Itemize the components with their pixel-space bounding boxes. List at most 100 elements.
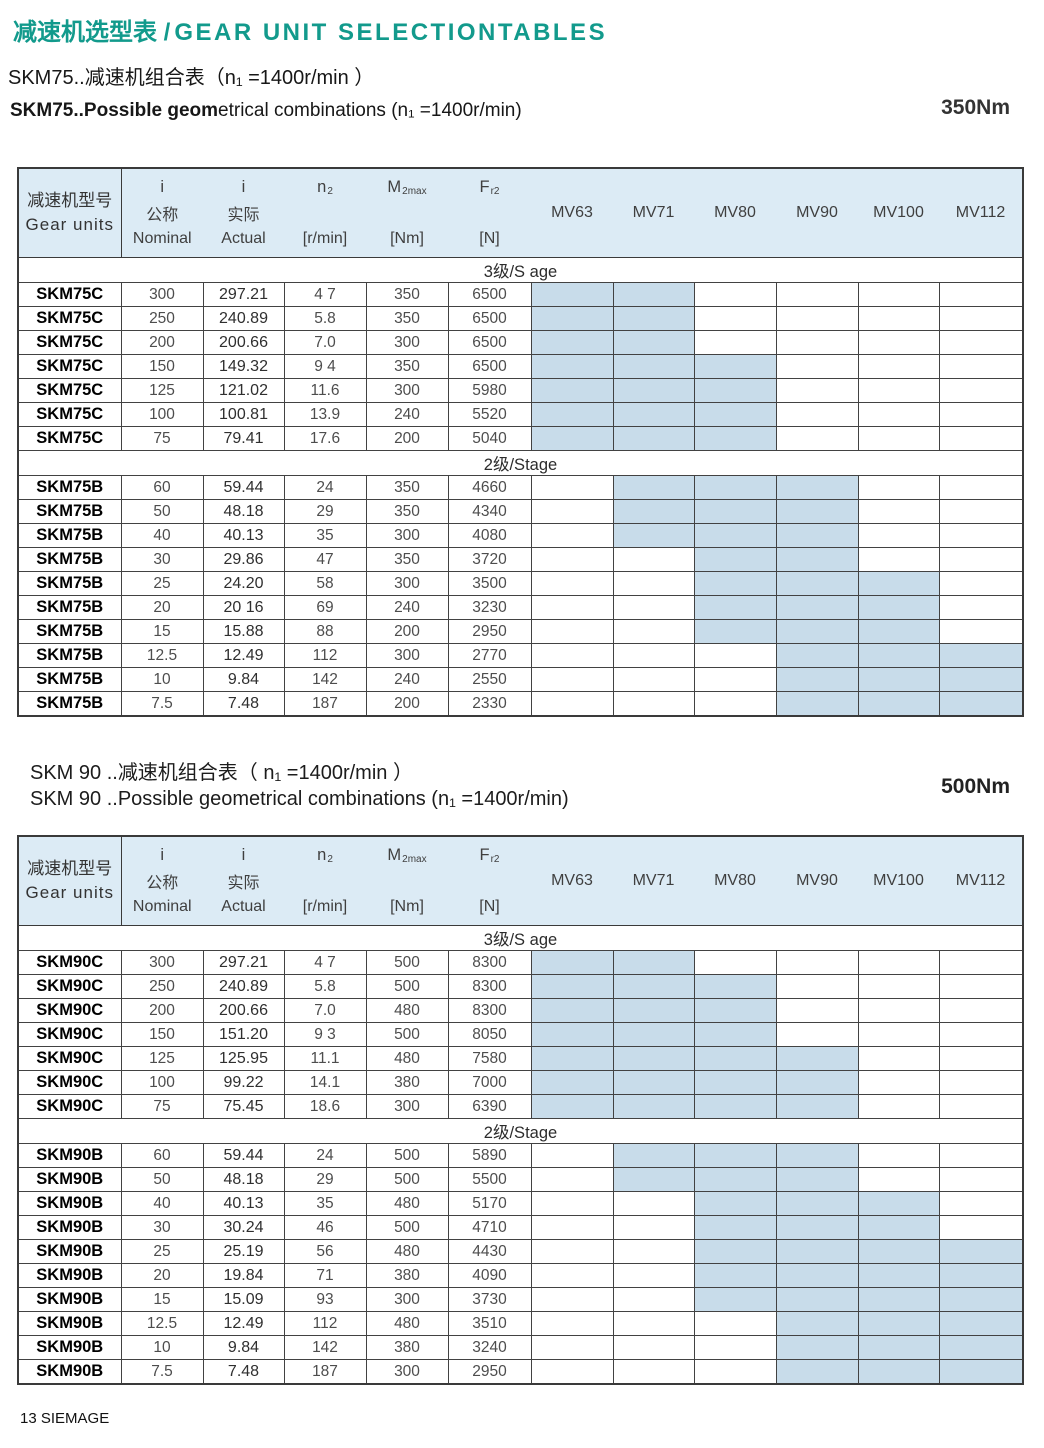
model-cell: SKM90C: [17, 1046, 122, 1071]
table-row: SKM90B 20 19.84 71 380 4090: [17, 1263, 1024, 1288]
n2-cell: 13.9: [283, 402, 367, 427]
mv-combination-cell: [857, 426, 940, 451]
m2max-cell: 300: [365, 1359, 449, 1385]
fr2-cell: 8300: [447, 998, 532, 1023]
m2max-cell: 240: [365, 667, 449, 692]
mv-combination-cell: [938, 1022, 1024, 1047]
n2-cell: 187: [283, 691, 367, 717]
model-cell: SKM75B: [17, 499, 122, 524]
n2-cell: 88: [283, 619, 367, 644]
mv-combination-cell: [775, 1094, 859, 1119]
stage-section-row: 3级/S age: [18, 257, 1023, 283]
m2max-cell: 300: [365, 1094, 449, 1119]
mv-combination-cell: [693, 378, 777, 403]
mv-combination-cell: [693, 330, 777, 355]
mv-combination-cell: [857, 1287, 940, 1312]
fr2-cell: 4660: [447, 475, 532, 500]
mv-combination-cell: [693, 1359, 777, 1385]
mv-combination-cell: [693, 1094, 777, 1119]
nominal-cell: 250: [120, 974, 204, 999]
mv-combination-cell: [857, 547, 940, 572]
mv-combination-cell: [857, 1359, 940, 1385]
mv-combination-cell: [775, 1022, 859, 1047]
nominal-cell: 75: [120, 426, 204, 451]
table-row: SKM75C 300 297.21 4 7 350 6500: [17, 282, 1024, 307]
stage-section-label: 3级/S age: [18, 925, 1023, 951]
stage-section-row: 2级/Stage: [18, 450, 1023, 476]
m2max-cell: 350: [365, 475, 449, 500]
n2-cell: 47: [283, 547, 367, 572]
m2max-cell: 380: [365, 1070, 449, 1095]
mv-combination-cell: [530, 950, 614, 975]
n2-cell: 11.6: [283, 378, 367, 403]
model-cell: SKM90B: [17, 1191, 122, 1216]
model-cell: SKM75B: [17, 475, 122, 500]
table-row: SKM90C 300 297.21 4 7 500 8300: [17, 950, 1024, 975]
fr2-cell: 4090: [447, 1263, 532, 1288]
mv-combination-cell: [857, 1022, 940, 1047]
actual-cell: 48.18: [202, 499, 285, 524]
fr2-cell: 8300: [447, 974, 532, 999]
mv-combination-cell: [775, 1191, 859, 1216]
gear-selection-table: 减速机型号 Gear units i 公称 Nominal i 实际 Actual n 2 [r/m…: [17, 167, 1024, 717]
model-cell: SKM90C: [17, 974, 122, 999]
mv-combination-cell: [857, 595, 940, 620]
mv-combination-cell: [857, 950, 940, 975]
table-row: SKM75B 25 24.20 58 300 3500: [17, 571, 1024, 596]
table-header-row: 减速机型号 Gear units i 公称 Nominal i 实际 Actual n 2 [r/m…: [18, 836, 1023, 926]
mv-combination-cell: [693, 1070, 777, 1095]
mv-combination-cell: [775, 691, 859, 717]
header-ratio-nominal: i 公称 Nominal: [121, 836, 203, 926]
m2max-cell: 240: [365, 402, 449, 427]
table-row: SKM75C 100 100.81 13.9 240 5520: [17, 402, 1024, 427]
mv-combination-cell: [612, 667, 695, 692]
table1-subtitle-en-bold: SKM75..Possible geom: [10, 100, 219, 121]
mv-combination-cell: [938, 1191, 1024, 1216]
mv-combination-cell: [612, 691, 695, 717]
m2max-cell: 380: [365, 1335, 449, 1360]
mv-combination-cell: [857, 1239, 940, 1264]
m2max-cell: 350: [365, 282, 449, 307]
table-row: SKM75C 200 200.66 7.0 300 6500: [17, 330, 1024, 355]
fr2-cell: 7580: [447, 1046, 532, 1071]
mv-combination-cell: [693, 998, 777, 1023]
mv-combination-cell: [612, 1094, 695, 1119]
mv-combination-cell: [530, 1359, 614, 1385]
fr2-cell: 3720: [447, 547, 532, 572]
table-row: SKM90C 250 240.89 5.8 500 8300: [17, 974, 1024, 999]
mv-combination-cell: [693, 1191, 777, 1216]
nominal-cell: 250: [120, 306, 204, 331]
header-value-0: n 2 [r/min]: [284, 168, 366, 258]
mv-combination-cell: [938, 1287, 1024, 1312]
mv-combination-cell: [938, 1094, 1024, 1119]
mv-combination-cell: [693, 523, 777, 548]
mv-combination-cell: [530, 998, 614, 1023]
nominal-cell: 12.5: [120, 1311, 204, 1336]
actual-cell: 30.24: [202, 1215, 285, 1240]
mv-combination-cell: [612, 1191, 695, 1216]
actual-cell: 40.13: [202, 1191, 285, 1216]
mv-combination-cell: [530, 1094, 614, 1119]
n2-cell: 35: [283, 1191, 367, 1216]
model-cell: SKM90B: [17, 1335, 122, 1360]
m2max-cell: 300: [365, 330, 449, 355]
header-gear-units-en: Gear units: [25, 215, 114, 234]
fr2-cell: 4430: [447, 1239, 532, 1264]
mv-combination-cell: [693, 306, 777, 331]
mv-combination-cell: [693, 475, 777, 500]
actual-cell: 19.84: [202, 1263, 285, 1288]
mv-combination-cell: [857, 691, 940, 717]
mv-combination-cell: [857, 402, 940, 427]
nominal-cell: 150: [120, 354, 204, 379]
mv-combination-cell: [612, 282, 695, 307]
mv-combination-cell: [775, 354, 859, 379]
n2-cell: 18.6: [283, 1094, 367, 1119]
mv-combination-cell: [612, 1070, 695, 1095]
table2-subtitle-cn: SKM 90 ..减速机组合表（ n₁ =1400r/min ）: [30, 762, 413, 784]
mv-combination-cell: [775, 1239, 859, 1264]
mv-combination-cell: [938, 974, 1024, 999]
n2-cell: 4 7: [283, 950, 367, 975]
fr2-cell: 2330: [447, 691, 532, 717]
mv-combination-cell: [938, 547, 1024, 572]
mv-combination-cell: [857, 1215, 940, 1240]
